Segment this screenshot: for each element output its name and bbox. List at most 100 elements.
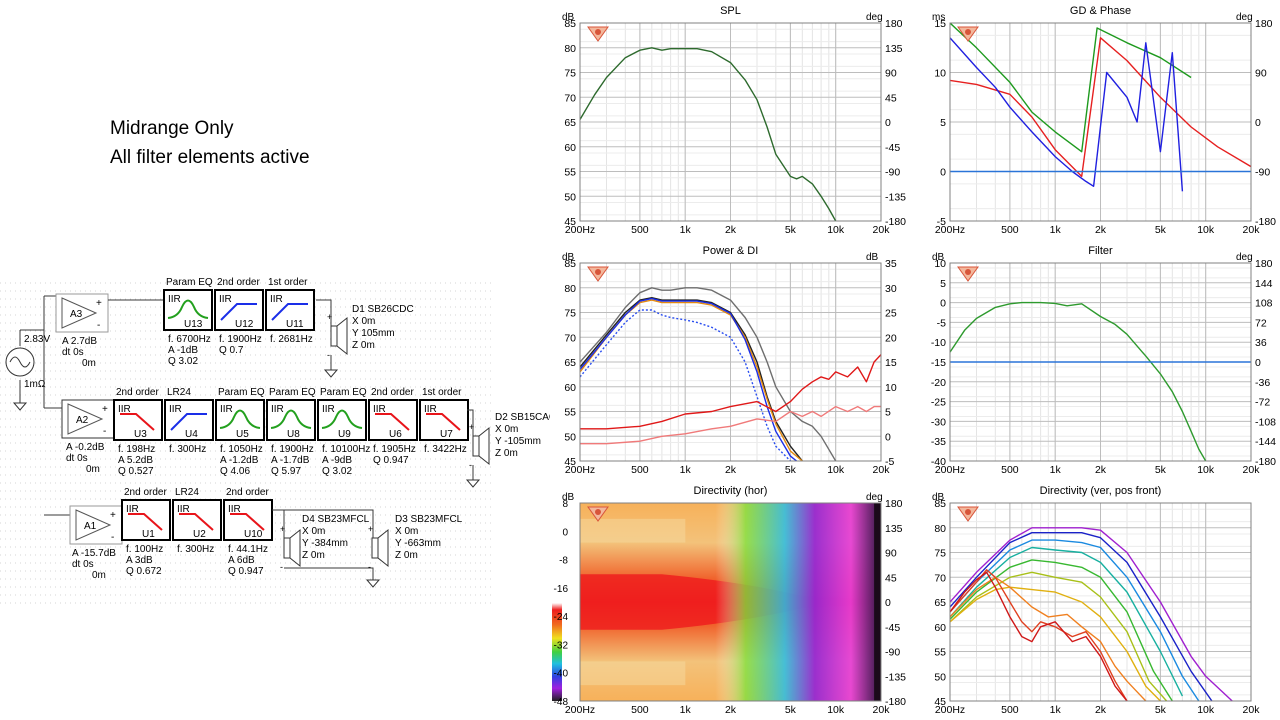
logo-icon <box>587 266 609 282</box>
y-tick-label: 15 <box>934 18 946 30</box>
filter-param: A -9dB <box>322 455 352 466</box>
logo-icon <box>957 266 979 282</box>
series-line-9 <box>950 571 1128 701</box>
y-tick-label-right: 72 <box>1255 317 1267 329</box>
heatmap-region <box>580 518 686 543</box>
y-unit-right: deg <box>866 12 883 23</box>
x-tick-label: 500 <box>1001 704 1019 716</box>
y-unit-right: deg <box>866 492 883 503</box>
chart-title: Directivity (hor) <box>694 485 768 497</box>
y-tick-label: -25 <box>931 397 946 409</box>
y-unit-left: dB <box>932 252 945 263</box>
x-tick-label: 10k <box>1197 464 1215 476</box>
x-tick-label: 1k <box>680 464 692 476</box>
y-tick-label-right: -90 <box>885 647 900 659</box>
filter-unit: U13 <box>184 319 203 330</box>
colorbar-tick: -16 <box>554 584 569 595</box>
y-tick-label: 65 <box>564 117 576 129</box>
amp-id: A2 <box>76 415 89 426</box>
y-unit-left: dB <box>932 492 945 503</box>
y-tick-label-right: 5 <box>885 407 891 419</box>
y-unit-right: deg <box>1236 12 1253 23</box>
y-tick-label: 10 <box>934 68 946 80</box>
sine-icon <box>9 356 31 368</box>
filter-plot: Filter dB deg 200Hz 500 1k 2k 5k 10k 20k 10 5 0 -5 -10… <box>931 245 1276 476</box>
filter-param: f. 6700Hz <box>168 334 211 345</box>
y-tick-label: -5 <box>937 216 946 228</box>
series-line-5 <box>950 571 1168 701</box>
amp-plus: + <box>96 298 102 309</box>
y-unit-right: dB <box>866 252 879 263</box>
amp-delay: dt 0s <box>62 347 84 358</box>
hp-curve-icon <box>271 303 308 321</box>
filter-header: 2nd order <box>116 387 159 398</box>
peak-curve-icon <box>167 299 209 319</box>
heatmap-region <box>580 661 686 686</box>
logo-icon <box>957 26 979 42</box>
y-tick-label-right: -180 <box>885 216 906 228</box>
filter-label: IIR <box>271 404 284 415</box>
driver-coord: Y -663mm <box>395 538 441 549</box>
annotation-line-1: Midrange Only <box>110 118 234 139</box>
y-tick-label: 55 <box>564 407 576 419</box>
y-tick-label: 70 <box>564 92 576 104</box>
driver-coord: X 0m <box>495 424 518 435</box>
ground-icon <box>465 479 481 488</box>
y-tick-label-right: -180 <box>885 696 906 708</box>
ground-icon <box>323 369 339 378</box>
y-tick-label: 80 <box>564 43 576 55</box>
y-tick-label: -40 <box>931 456 946 468</box>
filter-label: IIR <box>220 404 233 415</box>
x-tick-label: 1k <box>1050 224 1062 236</box>
heatmap-edge <box>874 503 881 701</box>
colorbar-tick: -24 <box>554 612 569 623</box>
chart-title: Filter <box>1088 245 1113 257</box>
x-tick-label: 2k <box>1095 704 1107 716</box>
driver-name: D2 SB15CAC <box>495 412 550 423</box>
colorbar-tick: 8 <box>562 499 568 510</box>
filter-param: Q 0.7 <box>219 345 244 356</box>
y-tick-label-right: -45 <box>885 142 900 154</box>
amp-plus: + <box>102 404 108 415</box>
filter-label: IIR <box>219 294 232 305</box>
y-tick-label-right: -108 <box>1255 416 1276 428</box>
y-tick-label: 0 <box>940 167 946 179</box>
directivity-ver-plot: Directivity (ver, pos front) dB 200Hz 500 1k… <box>932 485 1261 716</box>
x-tick-label: 500 <box>631 464 649 476</box>
filter-box <box>215 399 265 441</box>
y-tick-label: 45 <box>564 216 576 228</box>
colorbar-tick: -40 <box>554 669 569 680</box>
ground-icon <box>12 396 28 411</box>
filter-block-u7: 1st order IIR U7 f. 3422Hz <box>419 387 469 455</box>
y-tick-label: 70 <box>934 572 946 584</box>
filter-box <box>121 499 171 541</box>
x-tick-label: 20k <box>873 224 891 236</box>
wire <box>316 299 332 370</box>
driver-coord: Y -384mm <box>302 538 348 549</box>
y-tick-label-right: -135 <box>885 191 906 203</box>
speaker-body <box>283 537 291 559</box>
x-tick-label: 20k <box>1243 704 1261 716</box>
amp-triangle-icon <box>61 297 98 329</box>
y-tick-label-right: 0 <box>885 117 891 129</box>
y-tick-label: 50 <box>564 431 576 443</box>
series-line-0 <box>950 527 1233 701</box>
source-impedance: 1mΩ <box>24 379 46 390</box>
x-tick-label: 1k <box>680 224 692 236</box>
x-tick-label: 5k <box>1155 704 1167 716</box>
driver-name: D4 SB23MFCL <box>302 514 370 525</box>
filter-unit: U6 <box>389 429 402 440</box>
filter-header: LR24 <box>175 487 199 498</box>
filter-unit: U7 <box>440 429 453 440</box>
filter-box <box>214 289 264 331</box>
series-line-0 <box>580 47 837 221</box>
wire <box>467 409 474 480</box>
series-line-4 <box>950 559 1173 701</box>
y-tick-label: 50 <box>564 191 576 203</box>
x-tick-label: 500 <box>1001 464 1019 476</box>
